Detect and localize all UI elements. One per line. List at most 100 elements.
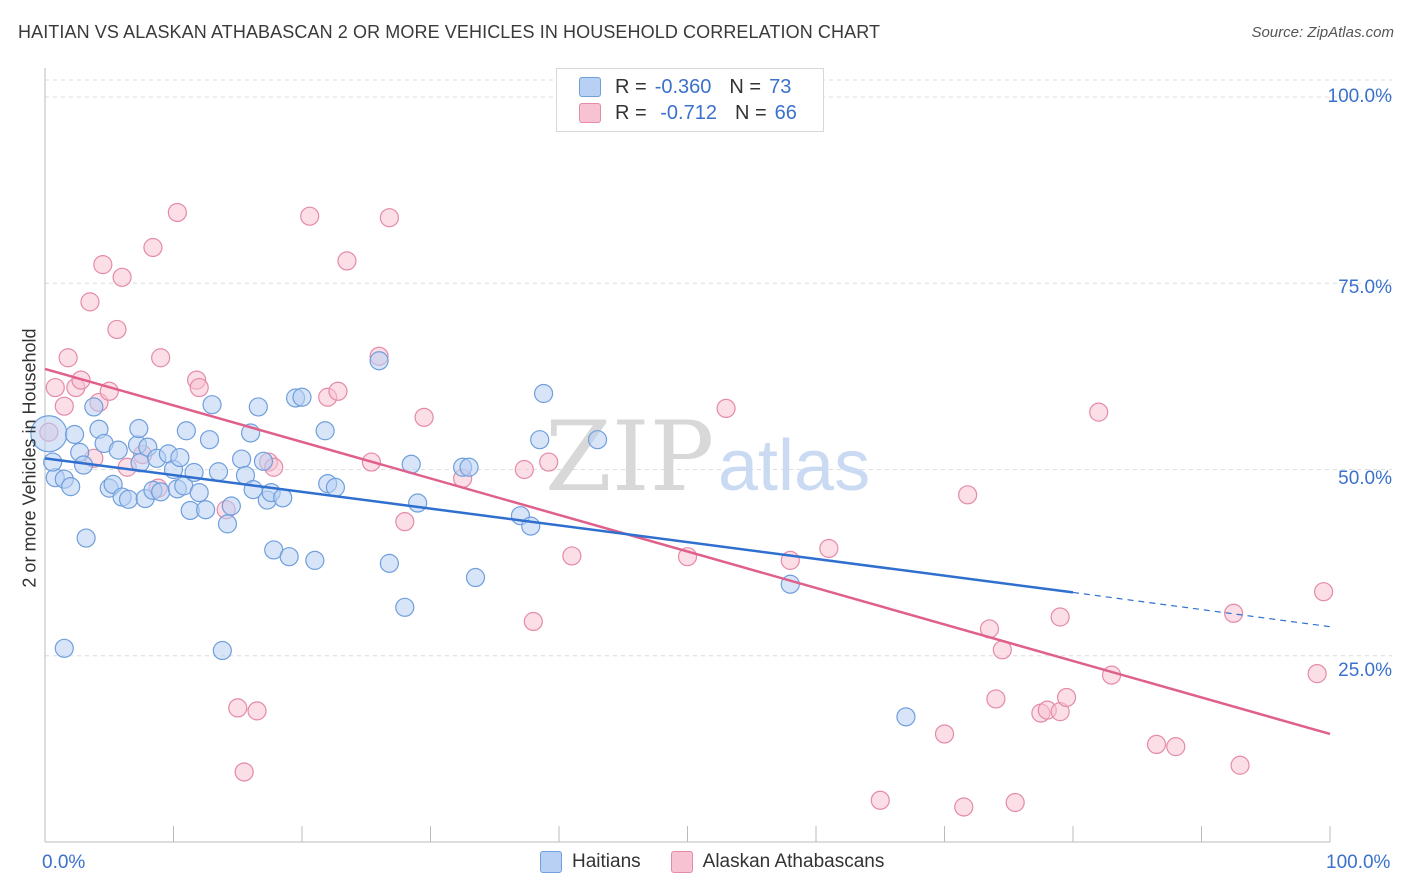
data-point [196,500,216,520]
legend-n-label: N = [729,75,762,98]
legend-r-label: R = [615,101,647,124]
data-point [80,292,100,312]
data-point [325,477,346,497]
data-point [208,462,229,482]
legend-swatch-pink [579,103,601,123]
data-point [1089,402,1109,422]
data-point [84,397,104,417]
trend-line-haitians [44,457,1074,594]
data-point [1146,734,1167,755]
watermark-atlas: atlas [718,426,870,506]
data-point [716,398,736,419]
x-tick-label-1: 100.0% [1326,852,1391,873]
data-point [107,319,127,340]
data-point [45,377,65,398]
legend-item-haitians[interactable]: Haitians [540,851,641,873]
data-point [408,493,428,513]
data-point [530,430,550,450]
data-point [93,255,113,275]
data-point [167,202,187,223]
data-point [129,418,149,439]
data-point [369,351,389,371]
data-point [533,383,554,404]
data-point [253,451,274,471]
data-point [170,447,190,468]
legend-n-value: 66 [774,101,797,124]
data-point [954,797,974,817]
data-point [273,488,293,508]
data-point [465,567,486,588]
data-point [934,724,955,744]
y-tick-label-100: 100.0% [1327,86,1392,107]
legend-r-value: -0.712 [654,101,717,124]
data-point [199,430,220,450]
data-point [819,538,839,559]
data-point [292,387,312,407]
legend-swatch-alaskan [670,851,693,873]
data-point [151,348,171,368]
data-point [112,267,132,287]
data-point [539,452,559,472]
data-point [232,449,252,469]
data-point [189,482,209,503]
data-point [379,553,399,573]
grid-lines [45,79,1392,657]
data-point [379,208,399,228]
data-point [514,459,534,480]
y-tick-label-50: 50.0% [1338,468,1392,489]
trend-line-haitians-extension [1072,591,1331,628]
correlation-legend: R = -0.360 N = 73 R = -0.712 N = 66 [556,68,824,132]
data-point [328,381,348,401]
data-point [1313,582,1334,602]
chart-title: HAITIAN VS ALASKAN ATHABASCAN 2 OR MORE … [18,22,881,42]
legend-swatch-blue [579,77,601,97]
legend-r-value: -0.360 [654,75,712,98]
data-point [43,452,63,472]
x-tick-label-0: 0.0% [42,852,86,873]
trend-lines [44,367,1331,736]
data-point [958,485,978,505]
data-point [228,698,248,718]
data-point [118,489,139,509]
data-point [76,528,96,548]
axes [44,68,1331,843]
data-point [459,457,479,477]
data-point [64,424,85,445]
data-point [1307,664,1327,684]
data-point [1056,687,1077,708]
data-point [315,421,335,441]
data-point [300,206,320,226]
data-point [54,396,74,416]
y-tick-label-75: 75.0% [1338,277,1392,298]
points-haitians [30,351,916,727]
data-point [1166,737,1186,757]
data-point [1050,607,1070,627]
data-point [305,550,325,570]
data-point [896,707,916,727]
data-point [61,477,81,497]
legend-label-alaskan-athabascans: Alaskan Athabascans [702,851,885,872]
y-tick-label-25: 25.0% [1338,660,1392,681]
legend-row-alaskan: R = -0.712 N = 66 [579,100,797,126]
data-point [1101,665,1122,685]
data-point [1224,603,1244,623]
data-point [395,597,415,617]
data-point [58,348,78,368]
legend-label-haitians: Haitians [572,851,641,872]
y-axis-label: 2 or more Vehicles in Household [19,328,40,588]
legend-swatch-haitians [540,851,562,873]
trend-line-alaskan [44,367,1331,736]
data-point [189,377,209,398]
chart-source: Source: ZipAtlas.com [1251,24,1394,41]
data-point [234,762,254,782]
data-point [395,512,415,532]
series-legend: Haitians Alaskan Athabascans [540,851,914,873]
data-point [217,514,238,534]
data-point [108,440,128,460]
legend-n-value: 73 [769,75,792,98]
data-point [248,397,268,417]
data-point [587,430,608,450]
data-point [221,496,241,516]
legend-item-alaskan-athabascans[interactable]: Alaskan Athabascans [670,851,885,873]
